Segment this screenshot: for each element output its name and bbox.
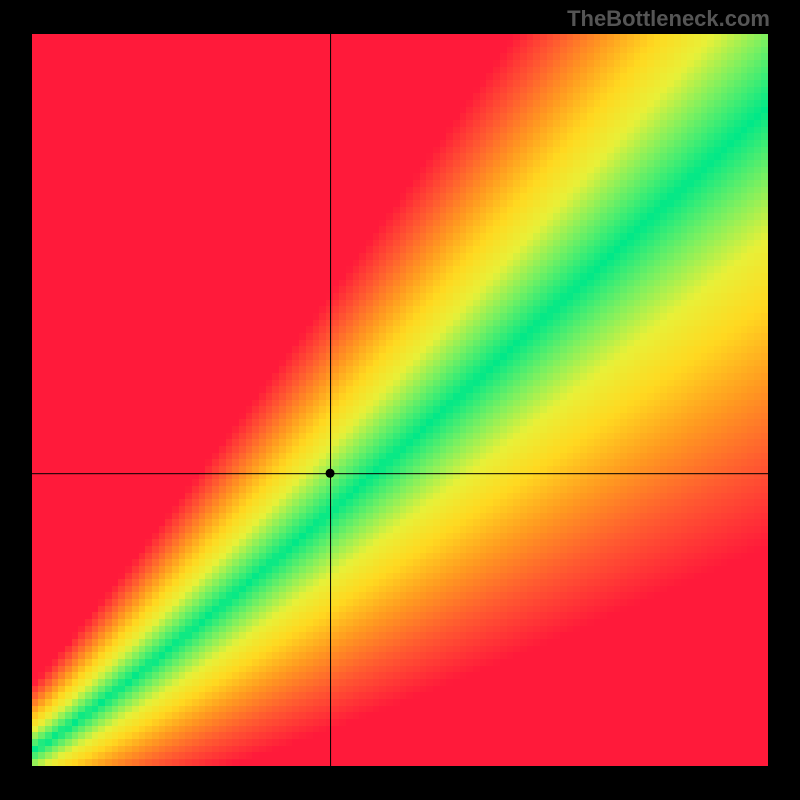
heatmap-canvas (32, 34, 768, 766)
watermark-text: TheBottleneck.com (567, 6, 770, 32)
heatmap-plot (32, 34, 768, 766)
chart-container: TheBottleneck.com (0, 0, 800, 800)
